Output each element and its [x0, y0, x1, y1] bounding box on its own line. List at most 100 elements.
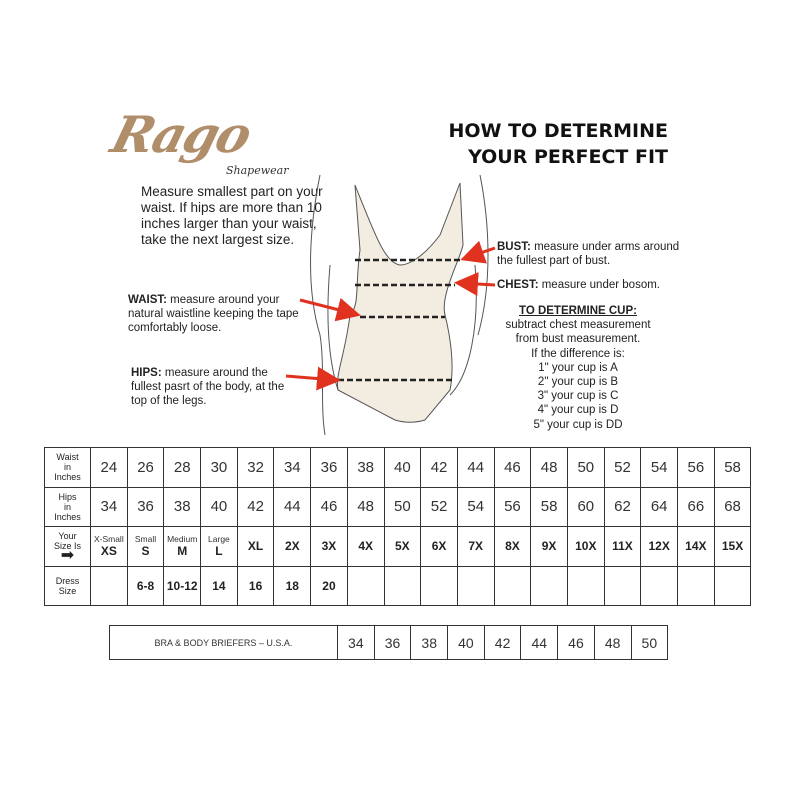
cup-instructions: TO DETERMINE CUP: subtract chest measure…	[478, 304, 678, 432]
table-cell: 30	[200, 447, 238, 488]
size-code: M	[177, 544, 188, 559]
table-cell: 46	[310, 486, 348, 527]
bra-size-cell: 40	[447, 625, 485, 660]
bra-size-cell: 46	[557, 625, 595, 660]
table-cell: 10-12	[163, 565, 202, 606]
table-cell: 14	[200, 565, 238, 606]
intro-text: Measure smallest part on your waist. If …	[141, 184, 323, 247]
table-cell: 34	[273, 447, 312, 488]
waist-note: WAIST: measure around your natural waist…	[128, 294, 299, 334]
size-code: S	[141, 544, 150, 559]
table-cell: 50	[383, 486, 422, 527]
table-cell: 66	[677, 486, 715, 527]
size-name: Large	[208, 534, 230, 545]
hips-note: HIPS: measure around the fullest pasrt o…	[131, 367, 285, 407]
table-cell: 58	[530, 486, 568, 527]
table-cell: 40	[200, 486, 238, 527]
cup-line: 5" your cup is DD	[533, 418, 623, 431]
table-cell: 42	[420, 447, 458, 488]
table-cell: 7X	[456, 526, 495, 567]
size-code: 8X	[505, 539, 520, 554]
waist-header: Waist in Inches	[44, 447, 91, 488]
bra-label: BRA & BODY BRIEFERS – U.S.A.	[109, 625, 338, 660]
table-cell: 54	[456, 486, 495, 527]
table-cell	[383, 565, 422, 606]
arrows	[285, 240, 496, 391]
table-cell: 48	[530, 447, 568, 488]
bra-size-cell: 48	[593, 625, 632, 660]
table-cell: XL	[236, 526, 275, 567]
table-cell: 44	[273, 486, 312, 527]
table-cell	[713, 565, 752, 606]
size-header: Your Size Is ➡	[44, 526, 91, 567]
table-cell	[90, 565, 128, 606]
size-name: X-Small	[93, 534, 124, 545]
table-cell: 52	[420, 486, 458, 527]
table-cell: 34	[90, 486, 128, 527]
bra-size-cell: 38	[410, 625, 449, 660]
table-cell: 62	[603, 486, 642, 527]
table-cell	[640, 565, 678, 606]
table-cell: Small S	[126, 526, 165, 567]
table-cell: 44	[456, 447, 495, 488]
cup-heading: TO DETERMINE CUP:	[519, 305, 637, 317]
table-cell	[566, 565, 605, 606]
table-cell: 8X	[493, 526, 532, 567]
table-cell	[493, 565, 532, 606]
table-cell: 5X	[383, 526, 422, 567]
size-code: 10X	[575, 539, 597, 554]
table-cell: 26	[126, 447, 165, 488]
bra-size-cell: 36	[373, 625, 412, 660]
size-code: 5X	[395, 539, 410, 554]
table-cell: 12X	[640, 526, 678, 567]
table-cell: 4X	[346, 526, 385, 567]
table-cell	[530, 565, 568, 606]
table-cell: 68	[713, 486, 752, 527]
table-cell: 52	[603, 447, 642, 488]
table-cell: 11X	[603, 526, 642, 567]
size-code: 2X	[284, 539, 300, 554]
size-code: 15X	[721, 539, 744, 554]
size-code: 14X	[685, 539, 707, 554]
page-title: HOW TO DETERMINE YOUR PERFECT FIT	[448, 118, 668, 170]
table-cell	[456, 565, 495, 606]
chest-arrow	[454, 272, 496, 297]
table-cell: 24	[90, 447, 128, 488]
hips-header: Hips in Inches	[44, 486, 91, 527]
table-cell: 56	[493, 486, 532, 527]
table-cell: 9X	[530, 526, 568, 567]
bra-size-cell: 42	[483, 625, 522, 660]
table-cell: 42	[236, 486, 275, 527]
table-cell: 48	[346, 486, 385, 527]
size-code: 11X	[612, 539, 633, 554]
cup-line: 4" your cup is D	[537, 404, 619, 417]
table-cell: 16	[236, 565, 275, 606]
table-cell: 46	[493, 447, 532, 488]
bust-arrow	[460, 240, 496, 264]
waist-arrow	[299, 297, 361, 322]
size-code: 9X	[541, 539, 557, 554]
size-code: 12X	[648, 539, 670, 554]
table-cell: 60	[566, 486, 605, 527]
table-cell: 15X	[713, 526, 752, 567]
table-cell: 38	[163, 486, 202, 527]
table-cell: 64	[640, 486, 678, 527]
cup-line: subtract chest measurement	[505, 319, 651, 332]
size-code: XL	[247, 539, 264, 554]
table-cell: 18	[273, 565, 312, 606]
table-cell: 28	[163, 447, 202, 488]
arrow-right-icon: ➡	[60, 546, 75, 564]
title-line: HOW TO DETERMINE	[448, 120, 668, 142]
table-cell: 58	[713, 447, 752, 488]
table-cell: X-Small XS	[90, 526, 128, 567]
size-code: 7X	[468, 539, 484, 554]
table-cell: 50	[566, 447, 605, 488]
table-cell: 14X	[677, 526, 715, 567]
cup-line: from bust measurement.	[515, 333, 641, 346]
cup-line: If the difference is:	[531, 347, 625, 360]
size-code: L	[215, 544, 223, 559]
table-cell: 54	[640, 447, 678, 488]
bra-size-cell: 34	[337, 625, 375, 660]
table-cell: 6-8	[126, 565, 165, 606]
size-table: Waist in Inches 24 26 28 30 32 34 36 38 40 42 44 46 48 5…	[44, 447, 752, 606]
